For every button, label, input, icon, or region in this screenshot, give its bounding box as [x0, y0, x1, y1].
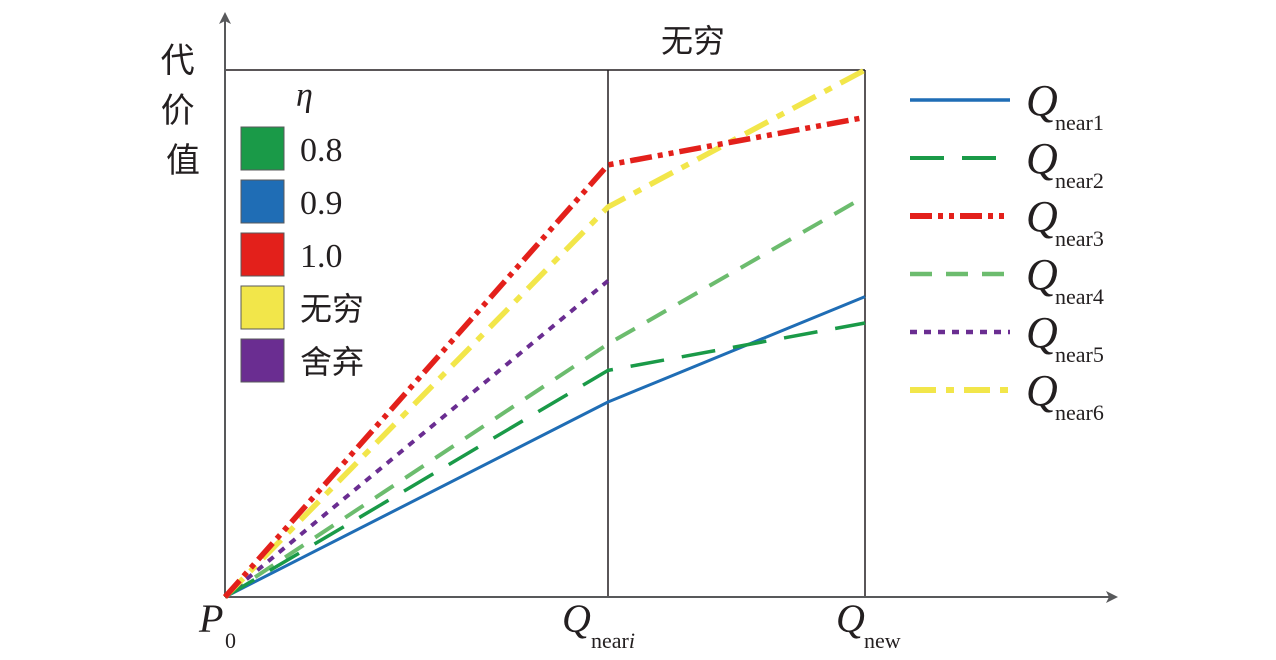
series-line-near3 — [222, 114, 866, 599]
x-tick-main-0: P — [198, 596, 223, 641]
legend-label-sub-near3: near3 — [1055, 226, 1104, 251]
legend-label-sub-near5: near5 — [1055, 342, 1104, 367]
eta-label-1: 0.9 — [300, 185, 343, 222]
y-axis-label-char-2: 价 — [161, 91, 195, 131]
legend-label-sub-near6: near6 — [1055, 400, 1104, 425]
eta-swatch-2 — [240, 232, 285, 277]
legend-label-main-near3: Q — [1026, 192, 1058, 241]
legend-label-sub-near1: near1 — [1055, 110, 1104, 135]
eta-label-2: 1.0 — [300, 238, 343, 275]
top-label: 无穷 — [661, 22, 725, 60]
x-tick-sub-0: 0 — [225, 628, 236, 653]
x-tick-main-1: Q — [562, 596, 591, 641]
eta-swatch-1 — [240, 179, 285, 224]
y-axis-label-char-1: 代 — [161, 41, 195, 81]
series-line-near6 — [223, 67, 867, 599]
eta-legend-title: η — [296, 77, 313, 114]
eta-swatch-0 — [240, 126, 285, 171]
legend-label-sub-near4: near4 — [1055, 284, 1104, 309]
legend-label-main-near6: Q — [1026, 366, 1058, 415]
x-tick-main-2: Q — [836, 596, 865, 641]
x-tick-sub-2: new — [864, 628, 901, 653]
legend-label-main-near5: Q — [1026, 308, 1058, 357]
legend-label-main-near1: Q — [1026, 76, 1058, 125]
eta-label-0: 0.8 — [300, 132, 343, 169]
eta-swatch-4 — [240, 338, 285, 383]
eta-label-3: 无穷 — [300, 290, 364, 328]
eta-label-4: 舍弃 — [300, 343, 364, 381]
y-axis-label-char-3: 值 — [166, 141, 200, 181]
series-group — [222, 67, 867, 599]
x-tick-sub-1: neari — [591, 628, 635, 653]
legend-label-main-near4: Q — [1026, 250, 1058, 299]
y-axis-label: 代 价 值 — [161, 41, 206, 181]
legend-label-sub-near2: near2 — [1055, 168, 1104, 193]
series-line-near1 — [224, 295, 866, 599]
series-line-near4 — [223, 194, 866, 599]
series-line-near2 — [224, 321, 866, 599]
eta-swatch-3 — [240, 285, 285, 330]
legend-label-main-near2: Q — [1026, 134, 1058, 183]
